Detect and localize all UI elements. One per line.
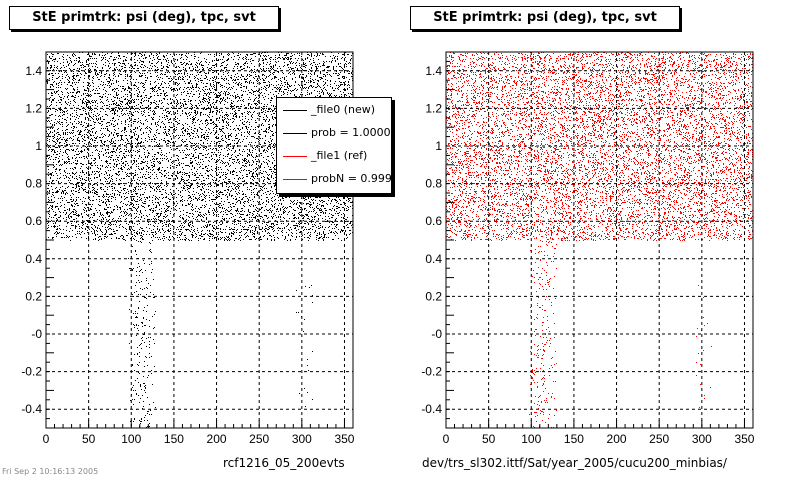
y-tick-label: 1.4 — [425, 64, 442, 78]
x-tick-label: 300 — [692, 432, 712, 446]
timestamp: Fri Sep 2 10:16:13 2005 — [2, 467, 99, 476]
x-tick-label: 200 — [207, 432, 227, 446]
x-tick-label: 0 — [443, 432, 450, 446]
legend-line-icon — [283, 110, 307, 111]
y-tick-label: 0.4 — [25, 252, 42, 266]
legend-entry-prob: prob = 1.000000 — [277, 124, 391, 142]
legend-entry-file1: _file1 (ref) — [277, 147, 391, 165]
y-tick-label: -0.2 — [421, 365, 442, 379]
legend-line-icon — [283, 133, 307, 134]
y-tick-label: -0.4 — [21, 402, 42, 416]
x-tick-label: 150 — [164, 432, 184, 446]
x-tick-label: 50 — [482, 432, 496, 446]
footer-label-new: rcf1216_05_200evts — [223, 456, 345, 470]
x-tick-label: 300 — [292, 432, 312, 446]
y-tick-label: 0.2 — [25, 289, 42, 303]
legend-entry-probn: probN = 0.99985 — [277, 170, 391, 188]
y-tick-label: 0.8 — [25, 177, 42, 191]
scatter-plot-ref: 0 50 100 150 200 250 300 350 -0.4 -0.2 -0 0.2 0.4 0.6… — [421, 51, 755, 446]
x-tick-label: 200 — [607, 432, 627, 446]
y-tick-label: 1.4 — [25, 64, 42, 78]
y-tick-label: 1 — [435, 139, 442, 153]
data-points — [46, 52, 353, 428]
scatter-points — [46, 52, 353, 428]
x-tick-label: 350 — [334, 432, 354, 446]
x-tick-label: 50 — [82, 432, 96, 446]
x-tick-label: 350 — [734, 432, 754, 446]
y-tick-label: 0.6 — [25, 214, 42, 228]
y-tick-label: 1.2 — [425, 101, 442, 115]
x-tick-label: 100 — [521, 432, 541, 446]
footer-label-ref: dev/trs_sl302.ittf/Sat/year_2005/cucu200… — [422, 456, 727, 470]
y-tick-label: 0.6 — [425, 214, 442, 228]
legend: _file0 (new) prob = 1.000000 _file1 (ref… — [276, 97, 392, 194]
x-tick-label: 250 — [249, 432, 269, 446]
y-tick-label: 0.8 — [425, 177, 442, 191]
panel-new: 0 50 100 150 200 250 300 350 -0.4 -0.2 -0 0.2 0.4 0.6… — [9, 6, 392, 470]
panel-title-ref: StE primtrk: psi (deg), tpc, svt — [410, 6, 680, 30]
y-tick-label: 0.4 — [425, 252, 442, 266]
scatter-plot-new: 0 50 100 150 200 250 300 350 -0.4 -0.2 -0 0.2 0.4 0.6… — [21, 51, 355, 446]
y-tick-label: -0.4 — [421, 402, 442, 416]
x-tick-label: 0 — [43, 432, 50, 446]
y-tick-label: -0.2 — [21, 365, 42, 379]
panel-title-new: StE primtrk: psi (deg), tpc, svt — [9, 6, 279, 30]
legend-line-icon — [283, 156, 307, 157]
y-tick-label: 1 — [35, 139, 42, 153]
x-tick-label: 250 — [649, 432, 669, 446]
y-tick-label: -0 — [431, 327, 442, 341]
panel-ref: 0 50 100 150 200 250 300 350 -0.4 -0.2 -0 0.2 0.4 0.6… — [400, 0, 800, 480]
legend-entry-file0: _file0 (new) — [277, 101, 391, 119]
x-tick-label: 100 — [121, 432, 141, 446]
y-tick-label: 1.2 — [25, 101, 42, 115]
y-tick-label: 0.2 — [425, 289, 442, 303]
x-tick-label: 150 — [564, 432, 584, 446]
legend-line-icon — [283, 179, 307, 180]
y-tick-label: -0 — [31, 327, 42, 341]
